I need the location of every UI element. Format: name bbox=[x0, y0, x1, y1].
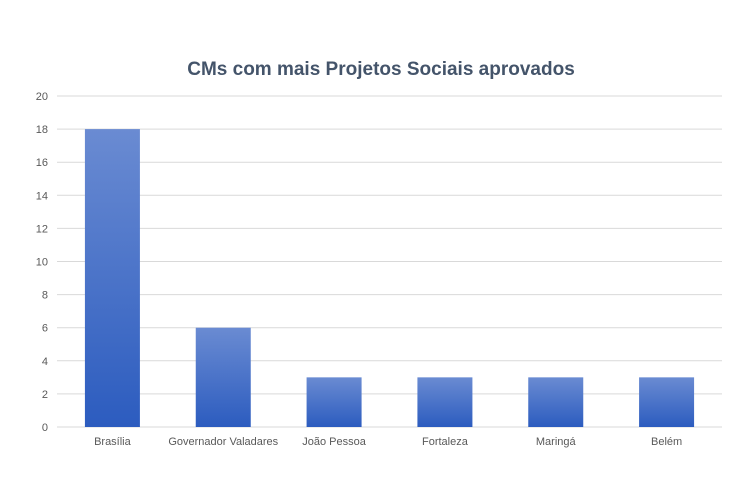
bar-3 bbox=[417, 377, 473, 427]
bar-4 bbox=[528, 377, 584, 427]
x-category-label: Belém bbox=[651, 436, 682, 448]
x-category-label: Governador Valadares bbox=[168, 436, 278, 448]
y-tick-label: 2 bbox=[42, 389, 48, 401]
x-category-label: Fortaleza bbox=[422, 436, 469, 448]
y-tick-label: 0 bbox=[42, 422, 48, 434]
y-tick-label: 18 bbox=[36, 124, 48, 136]
y-tick-label: 8 bbox=[42, 290, 48, 302]
y-tick-label: 14 bbox=[36, 190, 48, 202]
bar-2 bbox=[306, 377, 362, 427]
y-axis-ticks: 0 2 4 6 8 10 12 14 16 18 20 bbox=[36, 91, 48, 434]
x-category-label: Brasília bbox=[94, 436, 132, 448]
y-tick-label: 16 bbox=[36, 157, 48, 169]
bars bbox=[84, 129, 695, 427]
x-category-label: Maringá bbox=[536, 436, 577, 448]
chart-title: CMs com mais Projetos Sociais aprovados bbox=[187, 59, 575, 80]
bar-0 bbox=[84, 129, 140, 427]
x-axis-labels: Brasília Governador Valadares João Pessoa F… bbox=[94, 436, 682, 448]
bar-5 bbox=[639, 377, 695, 427]
gridlines bbox=[57, 95, 722, 428]
y-tick-label: 20 bbox=[36, 91, 48, 103]
bar-1 bbox=[195, 327, 251, 427]
y-tick-label: 10 bbox=[36, 257, 48, 269]
y-tick-label: 4 bbox=[42, 356, 48, 368]
x-category-label: João Pessoa bbox=[302, 436, 366, 448]
y-tick-label: 12 bbox=[36, 223, 48, 235]
y-tick-label: 6 bbox=[42, 323, 48, 335]
